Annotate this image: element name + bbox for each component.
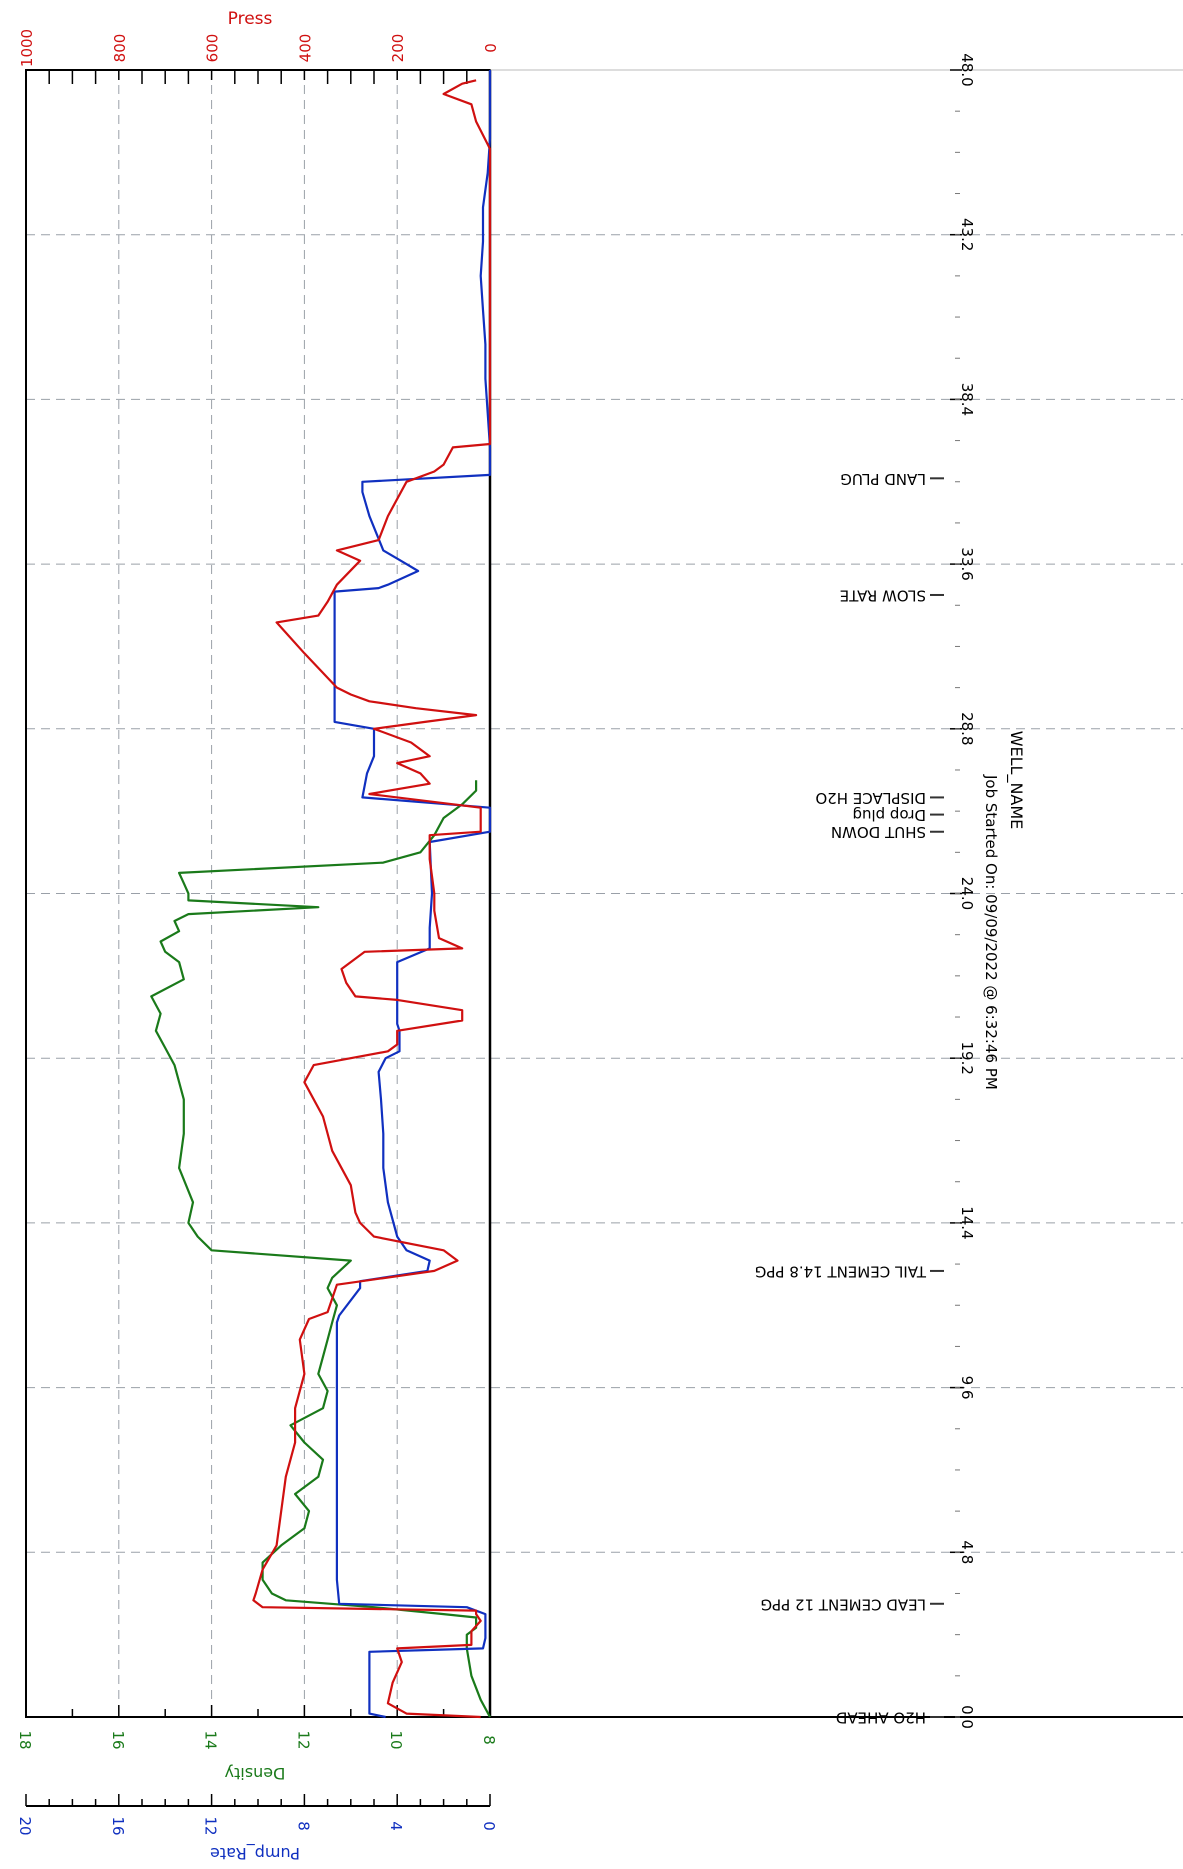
density-tick-label: 8	[480, 1735, 498, 1745]
density-tick-label: 18	[16, 1730, 34, 1749]
density-axis-label: Density	[225, 1764, 286, 1783]
series-line-density	[150, 780, 491, 1718]
pump-rate-axis-label: Pump_Rate	[210, 1843, 300, 1863]
press-axis: 1000 800 600 400 200 0	[18, 29, 500, 84]
series-layer	[150, 70, 492, 1719]
density-axis: 18 16 14 12 10 8	[16, 1705, 498, 1750]
event-label: TAIL CEMENT 14.8 PPG	[755, 1262, 927, 1280]
density-tick-label: 12	[294, 1730, 312, 1749]
time-tick-label: 14.4	[958, 1206, 976, 1239]
event-label: LEAD CEMENT 12 PPG	[760, 1595, 926, 1613]
pump-rate-tick-label: 4	[387, 1821, 405, 1831]
pump-rate-axis: 20 16 12 8 4 0	[16, 1794, 498, 1836]
grid-layer	[26, 70, 1183, 1717]
press-tick-label: 600	[204, 34, 222, 63]
press-axis-label: Press	[228, 9, 273, 29]
series-line-press	[252, 79, 492, 1719]
time-tick-label: 48.0	[958, 53, 976, 86]
density-tick-label: 16	[109, 1730, 127, 1749]
density-tick-label: 14	[202, 1730, 220, 1749]
time-tick-label: 24.0	[958, 877, 976, 910]
press-tick-label: 1000	[18, 29, 36, 67]
time-tick-label: 28.8	[958, 712, 976, 745]
time-tick-label: 43.2	[958, 218, 976, 251]
chart-title: WELL_NAME	[1006, 731, 1026, 830]
event-label: SLOW RATE	[840, 586, 926, 604]
series-line-pump-rate	[333, 70, 492, 1719]
event-markers: H2O AHEAD LEAD CEMENT 12 PPG TAIL CEMENT 1…	[755, 470, 944, 1727]
event-label: Drop plug	[852, 806, 926, 824]
time-tick-label: 4.8	[958, 1540, 976, 1564]
time-axis: 0.0 4.8 9.6 14.4 19.2 24.0 28.8 33.6 38.4 43.2 48.…	[950, 53, 976, 1729]
density-tick-label: 10	[387, 1730, 405, 1749]
event-label: SHUT DOWN	[831, 823, 926, 841]
time-tick-label: 19.2	[958, 1041, 976, 1074]
press-tick-label: 400	[296, 34, 314, 63]
job-start-footer: Job Started On: 09/09/2022 @ 6:32:46 PM	[982, 774, 1000, 1090]
pump-rate-tick-label: 12	[202, 1816, 220, 1835]
pump-rate-tick-label: 8	[294, 1821, 312, 1831]
time-tick-label: 33.6	[958, 547, 976, 580]
press-tick-label: 800	[111, 34, 129, 63]
pump-rate-tick-label: 0	[480, 1821, 498, 1831]
event-label: DISPLACE H2O	[815, 789, 926, 807]
event-label: H2O AHEAD	[836, 1709, 926, 1727]
press-tick-label: 200	[389, 34, 407, 63]
pump-rate-tick-label: 20	[16, 1816, 34, 1835]
press-tick-label: 0	[482, 43, 500, 53]
time-tick-label: 38.4	[958, 383, 976, 416]
event-label: LAND PLUG	[840, 470, 926, 488]
time-tick-label: 0.0	[958, 1705, 976, 1729]
pump-rate-tick-label: 16	[109, 1816, 127, 1835]
time-tick-label: 9.6	[958, 1376, 976, 1400]
